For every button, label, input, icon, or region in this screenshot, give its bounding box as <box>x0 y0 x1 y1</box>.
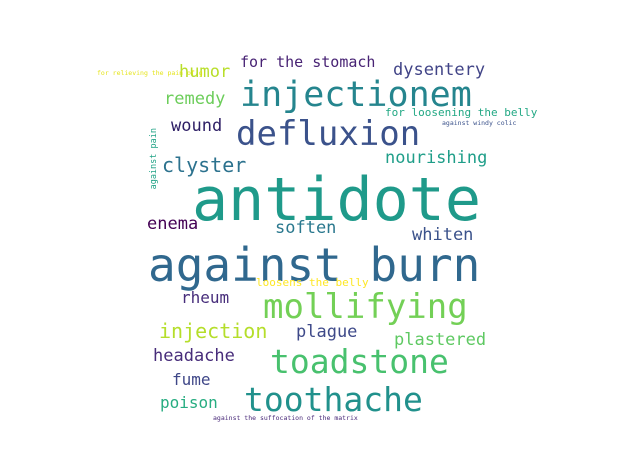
word-nourishing: nourishing <box>385 148 488 168</box>
word-defluxion: defluxion <box>236 114 421 154</box>
word-remedy: remedy <box>164 89 226 109</box>
word-plastered: plastered <box>394 330 487 350</box>
word-against-the-suffocation: against the suffocation of the matrix <box>213 414 358 422</box>
word-antidote: antidote <box>192 165 481 235</box>
word-clyster: clyster <box>162 153 247 177</box>
word-against-windy-colic: against windy colic <box>442 119 517 127</box>
word-headache: headache <box>153 346 235 366</box>
word-poison: poison <box>160 393 218 412</box>
word-for-loosening-the-belly: for loosening the belly <box>385 106 538 119</box>
word-rheum: rheum <box>181 288 230 307</box>
word-for-relieving-the-pain: for relieving the pain of g <box>97 69 203 77</box>
word-injectionem: injectionem <box>240 75 472 115</box>
word-plague: plague <box>296 322 358 342</box>
word-injection: injection <box>159 319 268 343</box>
word-wound: wound <box>171 116 223 136</box>
word-enema: enema <box>147 214 199 234</box>
word-dysentery: dysentery <box>393 60 486 80</box>
word-loosens-the-belly: loosens the belly <box>256 276 369 289</box>
word-soften: soften <box>275 218 337 238</box>
word-for-the-stomach: for the stomach <box>240 53 376 71</box>
word-fume: fume <box>172 370 211 389</box>
word-whiten: whiten <box>412 225 474 245</box>
word-against-burn: against burn <box>148 238 481 292</box>
word-toothache: toothache <box>244 380 423 419</box>
word-toadstone: toadstone <box>270 342 449 381</box>
word-against-pain: against pain <box>149 128 159 190</box>
word-humor: humor <box>179 62 231 82</box>
word-mollifying: mollifying <box>263 287 468 327</box>
